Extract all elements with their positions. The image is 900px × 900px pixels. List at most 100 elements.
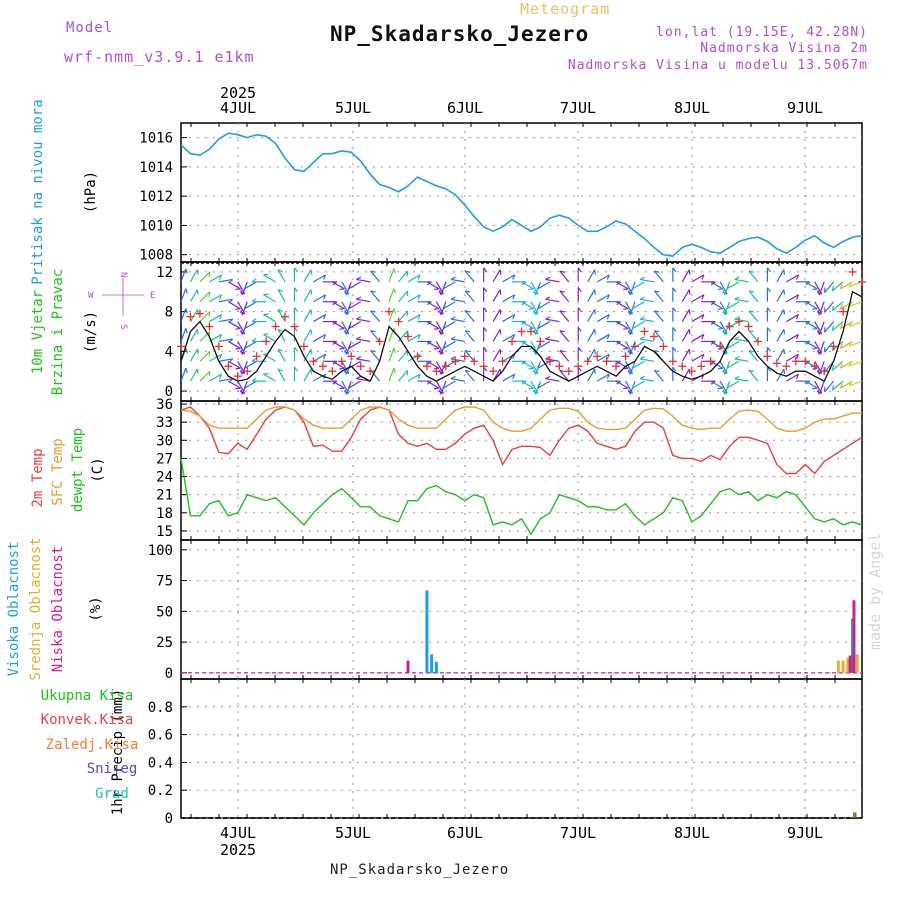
wind-arrow [502,274,516,283]
wind-arrowhead [483,267,488,273]
wind-arrowhead [434,327,440,330]
wind-arrowhead [748,369,754,373]
wind-arrow [244,281,257,290]
wind-arrowhead [277,289,283,293]
wind-arrow [450,278,465,283]
wind-arrowhead [722,329,726,335]
wind-arrowhead [654,330,660,333]
wind-arrow [632,281,645,290]
wind-arrow [227,281,241,290]
wind-arrowhead [816,331,822,335]
wind-arrowhead [512,274,516,280]
day-label-bottom: 4JUL [220,824,256,842]
wind-arrowhead [606,373,610,379]
precip-legend-1: Konvek.Kisa [41,712,134,728]
pressure-unit: (hPa) [83,171,99,213]
wind-arrowhead [243,284,248,290]
wind-arrowhead [717,288,723,291]
day-label-top: 6JUL [447,99,483,117]
cloud-bar [430,654,434,673]
wind-arrow [818,361,825,375]
wind-arrow [407,333,421,342]
wind-arrowhead [839,323,843,329]
wind-arrowhead [339,288,345,291]
wind-arrow [640,358,655,362]
station-title: NP_Skadarsko_Jezero [330,22,590,46]
wind-arrow [748,310,759,322]
wind-unit: (m/s) [83,311,99,353]
wind-arrowhead [465,270,471,273]
wind-arrowhead [294,307,298,312]
wind-arrowhead [239,291,245,295]
wind-arrowhead [537,323,541,329]
wind-arrowhead [370,310,376,313]
wind-arrowhead [442,303,446,309]
wind-arrow [450,378,465,382]
wind-arrowhead [795,294,800,300]
wind-arrowhead [623,327,629,330]
wind-arrow [587,329,596,342]
wind-arrow [691,353,705,362]
wind-arrowhead [672,287,677,293]
compass-w: W [88,291,94,301]
year-label-bottom: 2025 [220,841,256,859]
wind-arrowhead [450,296,456,300]
wind-arrow [407,274,421,283]
wind-arrowhead [310,329,313,335]
wind-arrowhead [734,276,740,280]
day-label-top: 9JUL [787,99,823,117]
wind-arrowhead [533,390,539,394]
wind-arrowhead [654,290,660,293]
wind-arrow [537,380,551,389]
ytick-label: 15 [156,524,173,540]
pressure-line [180,132,863,257]
wind-arrow [537,301,551,310]
temp-line-2 [180,458,863,536]
wind-arrow [426,281,440,290]
wind-arrowhead [370,290,376,293]
wind-arrow [640,278,655,283]
wind-arrow [277,289,286,303]
wind-arrowhead [465,310,471,313]
wind-arrow [277,348,286,362]
wind-arrow [450,318,465,323]
wind-arrowhead [339,347,345,350]
wind-arrow [209,353,222,362]
wind-arrowhead [688,329,691,335]
day-label-top: 7JUL [560,99,596,117]
wind-arrowhead [499,309,502,315]
wind-arrowhead [631,303,635,309]
wind-arrow [244,360,257,369]
wind-arrow [218,318,233,323]
wind-arrowhead [512,354,516,360]
cloud-title-1: Visoka Oblacnost [6,542,22,677]
wind-arrowhead [310,368,313,375]
wind-arrowhead [251,357,257,362]
wind-arrow [426,321,440,330]
wind-arrow [218,338,233,343]
wind-title-2: Brzina i Pravac [50,269,66,395]
wind-arrow [521,380,534,389]
wind-arrowhead [370,270,376,273]
wind-arrowhead [499,349,502,355]
cloud-bar [855,654,859,673]
wind-arrowhead [263,313,269,316]
cloud-bar [846,658,850,673]
precip-legend-0: Ukupna Kisa [41,688,134,704]
wind-arrowhead [240,309,243,316]
wind-arrowhead [672,267,677,273]
wind-arrowhead [240,290,243,296]
product-title: Meteogram [520,0,611,18]
wind-arrowhead [323,294,327,300]
cloud-bar [841,660,845,673]
lonlat-info: lon,lat (19.15E, 42.28N) [656,25,868,40]
wind-arrow [313,294,326,303]
wind-arrow [776,348,785,362]
wind-arrowhead [439,290,442,296]
wind-arrowhead [717,327,723,330]
wind-arrow [848,380,862,387]
wind-arrow [492,348,501,362]
wind-arrow [681,269,690,283]
wind-arrow [277,269,286,283]
wind-arrow [587,289,596,303]
